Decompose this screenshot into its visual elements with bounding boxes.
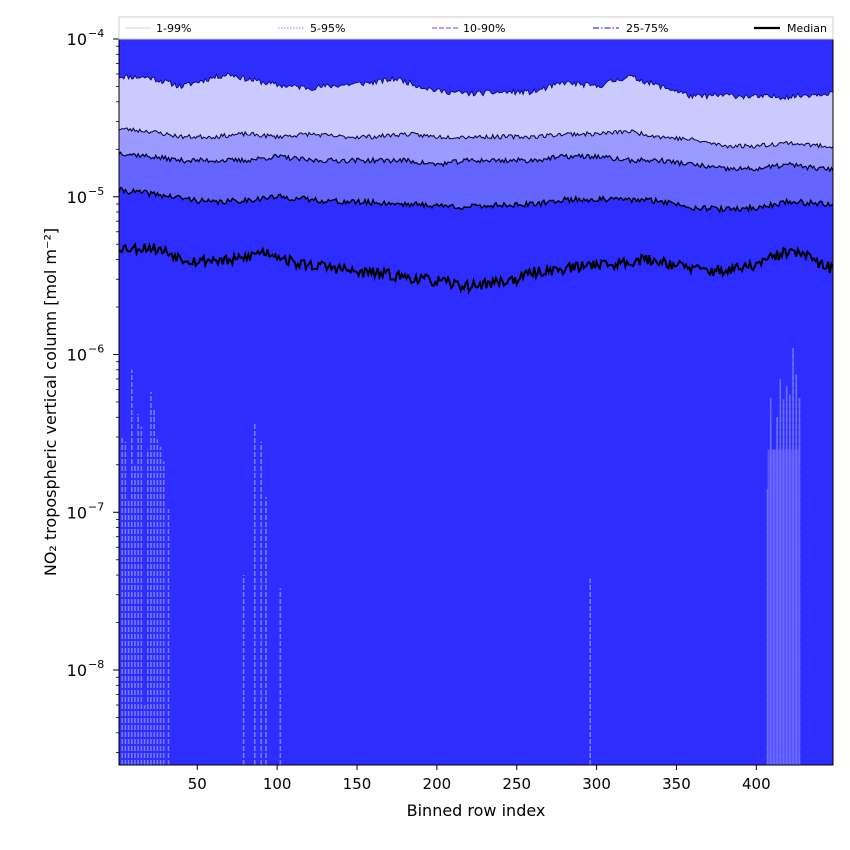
p75-line bbox=[119, 151, 833, 173]
x-tick-label-200: 200 bbox=[423, 775, 452, 793]
x-tick-label-250: 250 bbox=[502, 775, 531, 793]
y-axis-label: NO₂ tropospheric vertical column [mol m⁻… bbox=[41, 228, 60, 576]
lower-spikes bbox=[121, 347, 801, 765]
legend-label-3: 25-75% bbox=[626, 22, 668, 35]
y-tick-label-base: 10 bbox=[67, 661, 87, 680]
y-tick-label-exp: −6 bbox=[88, 343, 104, 356]
x-axis: 50 100 150 200 250 300 350 400 bbox=[188, 765, 771, 793]
y-tick-label-exp: −8 bbox=[88, 658, 104, 671]
y-tick-label-base: 10 bbox=[67, 188, 87, 207]
y-tick-label-base: 10 bbox=[67, 346, 87, 365]
p25-line bbox=[119, 186, 833, 214]
legend: 1-99% 5-95% 10-90% 25-75% Median bbox=[118, 16, 834, 40]
y-tick-label-exp: −5 bbox=[88, 185, 104, 198]
band-5-95 bbox=[119, 73, 833, 149]
plot-area bbox=[119, 39, 833, 765]
band-25-75 bbox=[119, 152, 833, 212]
y-tick-label-base: 10 bbox=[67, 30, 87, 49]
legend-box bbox=[118, 16, 834, 40]
x-tick-label-50: 50 bbox=[188, 775, 207, 793]
p95-line bbox=[119, 72, 833, 101]
legend-label-0: 1-99% bbox=[156, 22, 191, 35]
p90-line bbox=[119, 127, 833, 149]
median-line bbox=[119, 241, 833, 295]
legend-label-1: 5-95% bbox=[310, 22, 345, 35]
x-tick-label-400: 400 bbox=[742, 775, 771, 793]
y-tick-label-exp: −4 bbox=[88, 27, 104, 40]
x-tick-label-300: 300 bbox=[582, 775, 611, 793]
x-axis-label: Binned row index bbox=[407, 801, 546, 820]
legend-label-2: 10-90% bbox=[463, 22, 505, 35]
x-tick-label-150: 150 bbox=[343, 775, 372, 793]
y-tick-label-exp: −7 bbox=[88, 500, 104, 513]
x-tick-label-350: 350 bbox=[662, 775, 691, 793]
band-10-90 bbox=[119, 127, 833, 172]
y-axis: 10−810−710−610−510−4 bbox=[67, 27, 119, 753]
y-tick-label-base: 10 bbox=[67, 503, 87, 522]
legend-label-4: Median bbox=[787, 22, 827, 35]
x-tick-label-100: 100 bbox=[263, 775, 292, 793]
